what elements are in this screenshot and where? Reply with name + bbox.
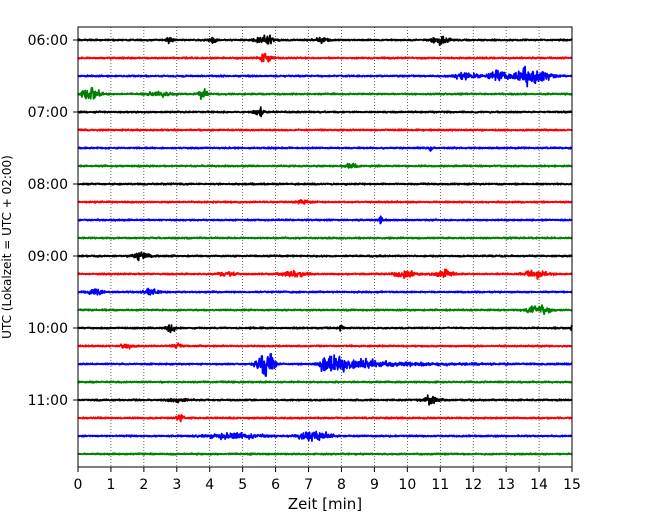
x-tick-label: 8: [337, 477, 346, 493]
y-tick-label: 11:00: [28, 393, 68, 409]
trace-line-6: [77, 146, 573, 152]
x-tick-label: 14: [530, 477, 548, 493]
y-tick-label: 10:00: [28, 321, 68, 337]
x-axis-ticks: 0 1 2 3 4 5 6 7 8 9 10 11 12 13 14 15: [74, 467, 581, 493]
trace-line-12: [77, 251, 573, 262]
trace-line-15: [77, 304, 573, 316]
x-tick-label: 15: [563, 477, 581, 493]
x-tick-label: 11: [431, 477, 449, 493]
trace-line-19: [77, 380, 573, 384]
x-tick-label: 0: [74, 477, 83, 493]
trace-line-3: [77, 86, 573, 100]
trace-line-8: [77, 182, 573, 186]
trace-line-23: [77, 452, 573, 456]
trace-line-20: [77, 394, 573, 406]
x-tick-label: 13: [497, 477, 515, 493]
x-tick-label: 7: [304, 477, 313, 493]
x-tick-label: 5: [238, 477, 247, 493]
y-tick-label: 09:00: [28, 249, 68, 265]
trace-line-4: [77, 106, 573, 118]
y-tick-label: 06:00: [28, 33, 68, 49]
x-tick-label: 3: [172, 477, 181, 493]
y-tick-label: 07:00: [28, 105, 68, 121]
plot-frame: [77, 26, 573, 468]
trace-line-7: [77, 162, 573, 169]
x-tick-label: 4: [205, 477, 214, 493]
trace-line-11: [77, 236, 573, 240]
trace-line-13: [77, 268, 573, 280]
x-tick-label: 1: [106, 477, 115, 493]
trace-line-18: [77, 352, 573, 378]
trace-line-14: [77, 287, 573, 296]
x-tick-label: 10: [398, 477, 416, 493]
y-tick-label: 08:00: [28, 177, 68, 193]
seismic-traces: [77, 34, 573, 456]
vertical-grid: [110, 27, 540, 467]
trace-line-2: [77, 65, 573, 88]
x-tick-label: 2: [139, 477, 148, 493]
x-tick-label: 6: [271, 477, 280, 493]
x-tick-label: 9: [370, 477, 379, 493]
trace-line-5: [77, 128, 573, 132]
y-axis-ticks: 06:00 07:00 08:00 09:00 10:00 11:00: [28, 33, 78, 409]
trace-line-16: [77, 324, 573, 334]
trace-line-9: [77, 198, 573, 205]
trace-line-22: [77, 430, 573, 442]
trace-line-1: [77, 52, 573, 63]
trace-line-17: [77, 342, 573, 350]
x-tick-label: 12: [464, 477, 482, 493]
y-axis-label: UTC (Lokalzeit = UTC + 02:00): [0, 155, 14, 339]
trace-line-0: [77, 34, 573, 46]
trace-line-10: [77, 215, 573, 225]
trace-line-21: [77, 413, 573, 423]
x-axis-label: Zeit [min]: [288, 495, 362, 513]
